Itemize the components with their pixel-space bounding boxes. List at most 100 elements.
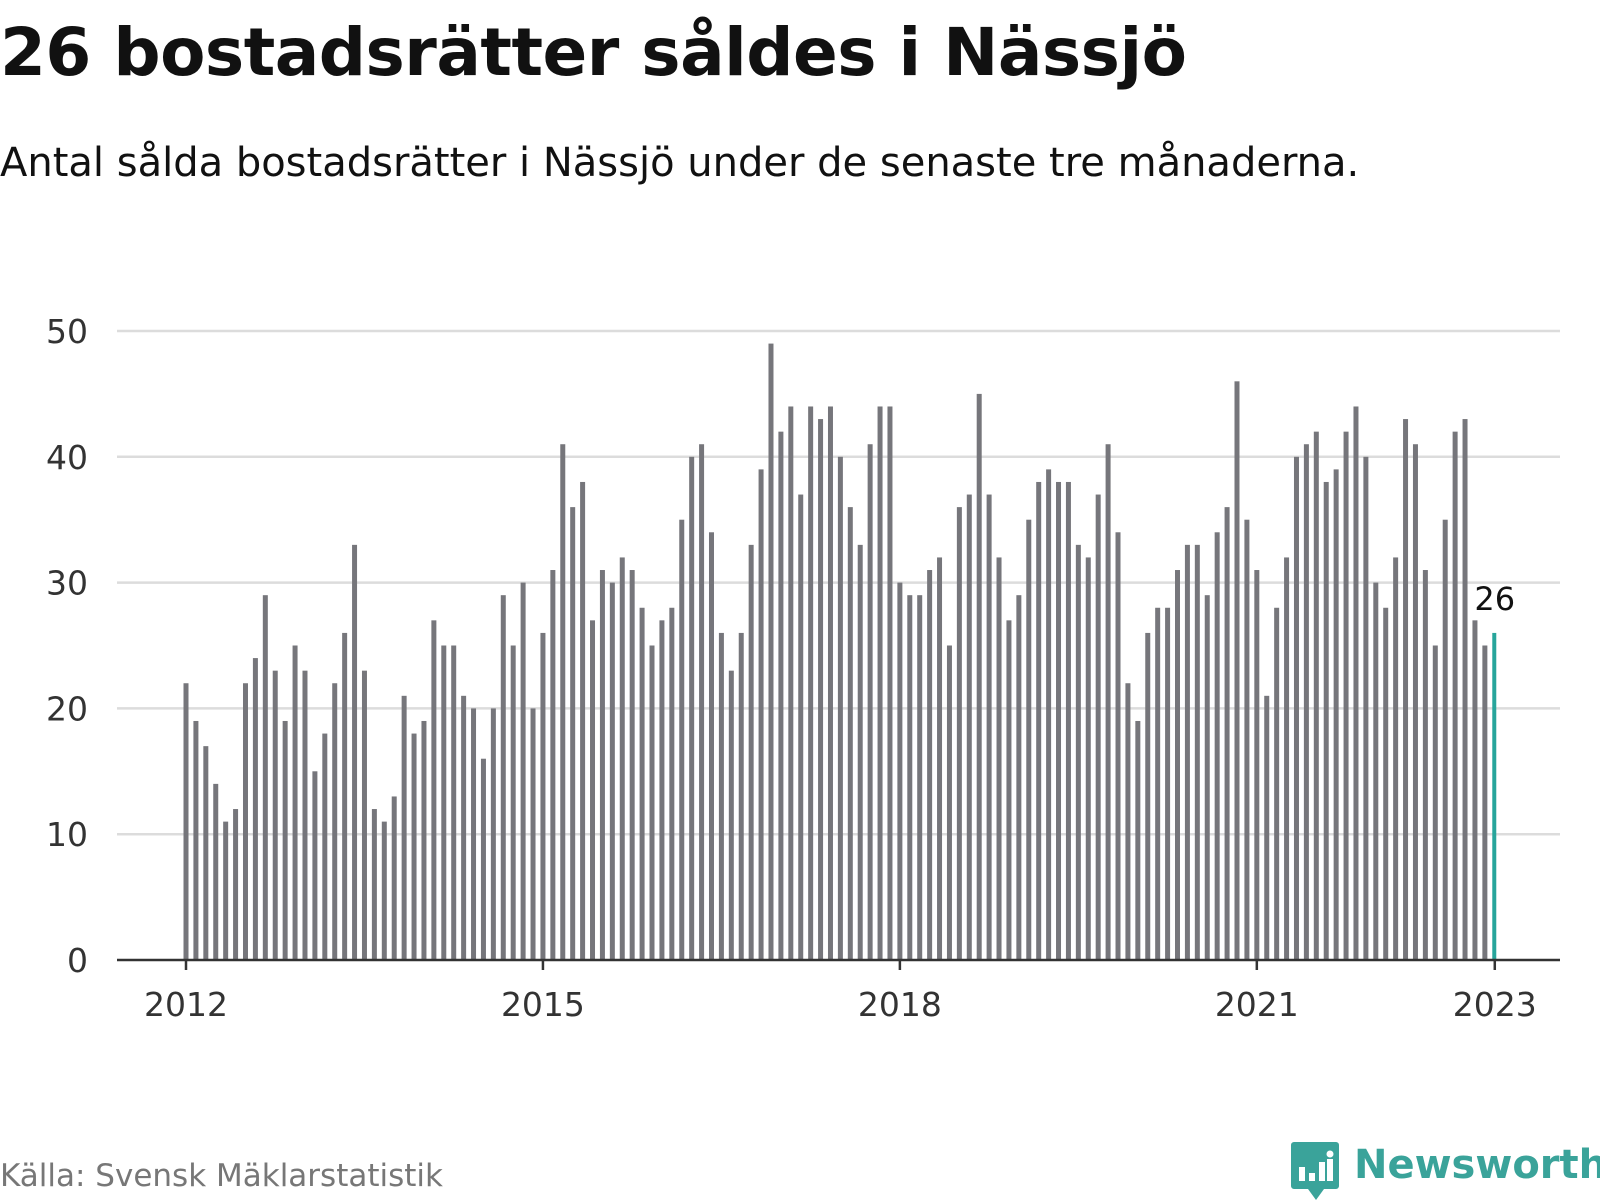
bar <box>798 494 804 960</box>
bar <box>1363 456 1369 960</box>
bar <box>391 796 397 960</box>
bar-highlight <box>1492 632 1497 960</box>
chart-subtitle: Antal sålda bostadsrätter i Nässjö under… <box>0 140 1360 186</box>
bar <box>837 456 843 960</box>
annotations: 26 <box>1474 580 1515 618</box>
bar <box>1482 645 1488 960</box>
bar <box>996 557 1002 960</box>
bar <box>1224 507 1230 960</box>
bar <box>312 771 318 960</box>
bar <box>966 494 972 960</box>
bar <box>1155 607 1161 960</box>
bar <box>183 683 189 960</box>
bar <box>1075 544 1081 960</box>
bar <box>1184 544 1190 960</box>
bar <box>203 746 209 960</box>
bar <box>748 544 754 960</box>
bar <box>1016 595 1022 960</box>
bar <box>1333 469 1339 960</box>
bar <box>332 683 338 960</box>
bar <box>1065 481 1071 960</box>
y-tick-label: 0 <box>67 941 88 980</box>
bar <box>242 683 248 960</box>
bar <box>1373 582 1379 960</box>
bar <box>699 444 705 961</box>
bar <box>728 670 734 960</box>
bar <box>1383 607 1389 960</box>
bar <box>649 645 655 960</box>
bar <box>689 456 695 960</box>
bar <box>827 406 833 961</box>
bar <box>471 708 477 960</box>
bar <box>669 607 675 960</box>
bar <box>1145 632 1151 960</box>
bar <box>718 632 724 960</box>
y-tick-label: 40 <box>46 438 88 477</box>
bar <box>1204 595 1210 960</box>
bar <box>1175 570 1180 960</box>
bar <box>857 544 863 960</box>
bar <box>461 695 467 960</box>
bar <box>619 557 625 960</box>
bar <box>778 431 784 960</box>
bar <box>758 469 764 960</box>
bar <box>917 595 923 960</box>
bar <box>1432 645 1438 960</box>
y-tick-label: 20 <box>46 689 88 728</box>
bar <box>1403 419 1409 960</box>
bar <box>262 595 268 960</box>
newsworthy-logo: Newsworthy <box>1290 1140 1600 1200</box>
bar <box>738 632 744 960</box>
newsworthy-logo-icon <box>1291 1142 1339 1200</box>
bar <box>1452 431 1458 960</box>
x-tick-label: 2018 <box>858 985 942 1024</box>
x-axis: 2012 2015 2018 2021 2023 <box>117 958 1560 1024</box>
bar <box>252 658 258 960</box>
bar <box>233 809 239 960</box>
bar <box>411 733 417 960</box>
bar <box>1284 557 1290 960</box>
bar <box>1244 519 1250 960</box>
bar <box>609 582 615 960</box>
bar <box>1293 456 1299 960</box>
bar <box>1313 431 1319 960</box>
bar <box>1194 544 1200 960</box>
bar <box>1056 481 1062 960</box>
bar <box>818 419 824 960</box>
bar <box>1303 444 1309 961</box>
bar <box>1393 557 1399 960</box>
bar <box>897 582 903 960</box>
bar <box>431 620 437 960</box>
bar <box>292 645 298 960</box>
bar <box>927 570 933 960</box>
y-axis-ticks: 0 10 20 30 40 50 <box>46 312 88 980</box>
source-note: Källa: Svensk Mäklarstatistik <box>0 1158 443 1194</box>
bar <box>441 645 447 960</box>
bar <box>352 544 358 960</box>
bar <box>570 507 576 960</box>
bar <box>1422 570 1428 960</box>
bar <box>639 607 645 960</box>
bar <box>282 720 288 960</box>
bar <box>708 532 714 960</box>
bar <box>679 519 685 960</box>
bar <box>1343 431 1349 960</box>
y-tick-label: 50 <box>46 312 88 351</box>
bar <box>659 620 665 960</box>
bar <box>1085 557 1091 960</box>
bar <box>1264 695 1270 960</box>
bar <box>1353 406 1359 961</box>
bar <box>808 406 814 961</box>
newsworthy-logo-text: Newsworthy <box>1354 1142 1600 1188</box>
bar <box>560 444 566 961</box>
x-tick-label: 2021 <box>1215 985 1299 1024</box>
bar <box>1135 720 1141 960</box>
bar <box>520 582 526 960</box>
bar <box>590 620 596 960</box>
bar <box>599 570 605 960</box>
x-tick-label: 2012 <box>144 985 228 1024</box>
bar <box>877 406 883 961</box>
bar <box>451 645 457 960</box>
bar <box>847 507 853 960</box>
bar <box>629 570 635 960</box>
